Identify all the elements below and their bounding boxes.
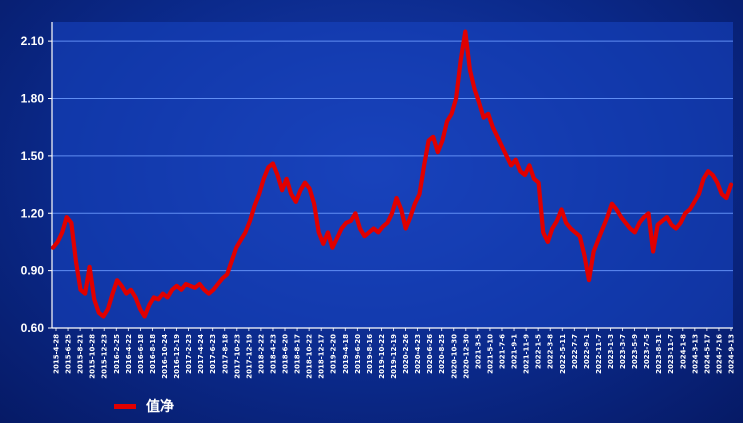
x-tick-label: 2018-10-22	[306, 334, 314, 379]
x-tick-label: 2019-4-18	[342, 334, 350, 374]
x-tick-label: 2016-12-19	[173, 334, 181, 379]
x-tick-label: 2022-11-7	[595, 334, 603, 374]
x-tick-label: 2018-8-17	[294, 334, 302, 374]
y-tick-label: 0.90	[21, 264, 45, 278]
x-tick-label: 2023-5-9	[631, 334, 639, 369]
x-tick-label: 2024-5-17	[703, 334, 711, 374]
x-tick-label: 2015-10-28	[89, 334, 97, 379]
x-tick-label: 2024-3-13	[691, 334, 699, 374]
y-tick-label: 1.20	[21, 206, 45, 220]
x-tick-label: 2022-9-1	[583, 334, 591, 369]
x-tick-label: 2021-9-1	[511, 334, 519, 369]
y-tick-label: 1.80	[21, 92, 45, 106]
x-axis-ticks: 2015-4-28 2015-6-25 2015-8-21 2015-10-28 201…	[53, 328, 736, 379]
x-tick-label: 2024-7-16	[715, 334, 723, 374]
x-tick-label: 2018-2-22	[257, 334, 265, 374]
x-tick-label: 2019-2-20	[330, 334, 338, 374]
x-tick-label: 2018-6-20	[282, 334, 290, 374]
x-tick-label: 2017-4-24	[197, 334, 205, 374]
x-tick-label: 2020-6-26	[426, 334, 434, 374]
x-tick-label: 2022-1-5	[535, 334, 543, 369]
x-tick-label: 2023-1-3	[607, 334, 615, 369]
x-tick-label: 2017-2-23	[185, 334, 193, 374]
x-tick-label: 2020-2-26	[402, 334, 410, 374]
x-tick-label: 2020-12-30	[462, 334, 470, 379]
x-tick-label: 2016-6-18	[137, 334, 145, 374]
x-tick-label: 2022-7-7	[571, 334, 579, 369]
x-tick-label: 2016-10-24	[161, 334, 169, 379]
x-tick-label: 2021-7-6	[498, 334, 506, 369]
x-tick-label: 2022-3-8	[547, 334, 555, 369]
x-tick-label: 2015-4-28	[53, 334, 61, 374]
x-tick-label: 2015-8-21	[77, 334, 85, 374]
y-axis-ticks: 2.10 1.80 1.50 1.20 0.90 0.60	[21, 34, 52, 335]
plot-background	[52, 22, 733, 328]
x-tick-label: 2020-10-30	[450, 334, 458, 379]
x-tick-label: 2017-10-23	[233, 334, 241, 379]
x-tick-label: 2017-8-18	[221, 334, 229, 374]
x-tick-label: 2016-8-18	[149, 334, 157, 374]
x-tick-label: 2019-8-16	[366, 334, 374, 374]
series-line-nav	[50, 29, 734, 319]
x-tick-label: 2015-6-25	[65, 334, 73, 374]
x-tick-label: 2021-5-10	[486, 334, 494, 374]
x-tick-label: 2023-7-5	[643, 334, 651, 369]
x-tick-label: 2020-4-23	[414, 334, 422, 374]
x-tick-label: 2016-2-25	[113, 334, 121, 374]
x-tick-label: 2019-6-20	[354, 334, 362, 374]
x-tick-label: 2015-12-23	[101, 334, 109, 379]
x-tick-label: 2019-12-19	[390, 334, 398, 379]
x-tick-label: 2017-12-19	[245, 334, 253, 379]
x-tick-label: 2023-3-7	[619, 334, 627, 369]
y-tick-label: 0.60	[21, 321, 45, 335]
y-tick-label: 1.50	[21, 149, 45, 163]
x-tick-label: 2024-9-13	[728, 334, 736, 374]
x-tick-label: 2023-8-31	[655, 334, 663, 374]
x-tick-label: 2024-1-8	[679, 334, 687, 369]
x-tick-label: 2021-3-5	[474, 334, 482, 369]
x-tick-label: 2016-4-22	[125, 334, 133, 374]
x-tick-label: 2021-11-9	[523, 334, 531, 374]
x-tick-label: 2023-11-7	[667, 334, 675, 374]
x-tick-label: 2022-5-11	[559, 334, 567, 374]
x-tick-label: 2018-4-23	[269, 334, 277, 374]
legend: 值净	[114, 396, 174, 416]
plot-area	[52, 22, 733, 328]
x-tick-label: 2017-6-23	[209, 334, 217, 374]
x-tick-label: 2018-12-17	[318, 334, 326, 379]
axes	[51, 22, 733, 329]
y-tick-label: 2.10	[21, 34, 45, 48]
x-tick-label: 2019-10-22	[378, 334, 386, 379]
series-layer	[50, 29, 734, 319]
legend-label: 值净	[146, 399, 174, 415]
legend-swatch	[114, 403, 136, 409]
x-tick-label: 2020-8-25	[438, 334, 446, 374]
